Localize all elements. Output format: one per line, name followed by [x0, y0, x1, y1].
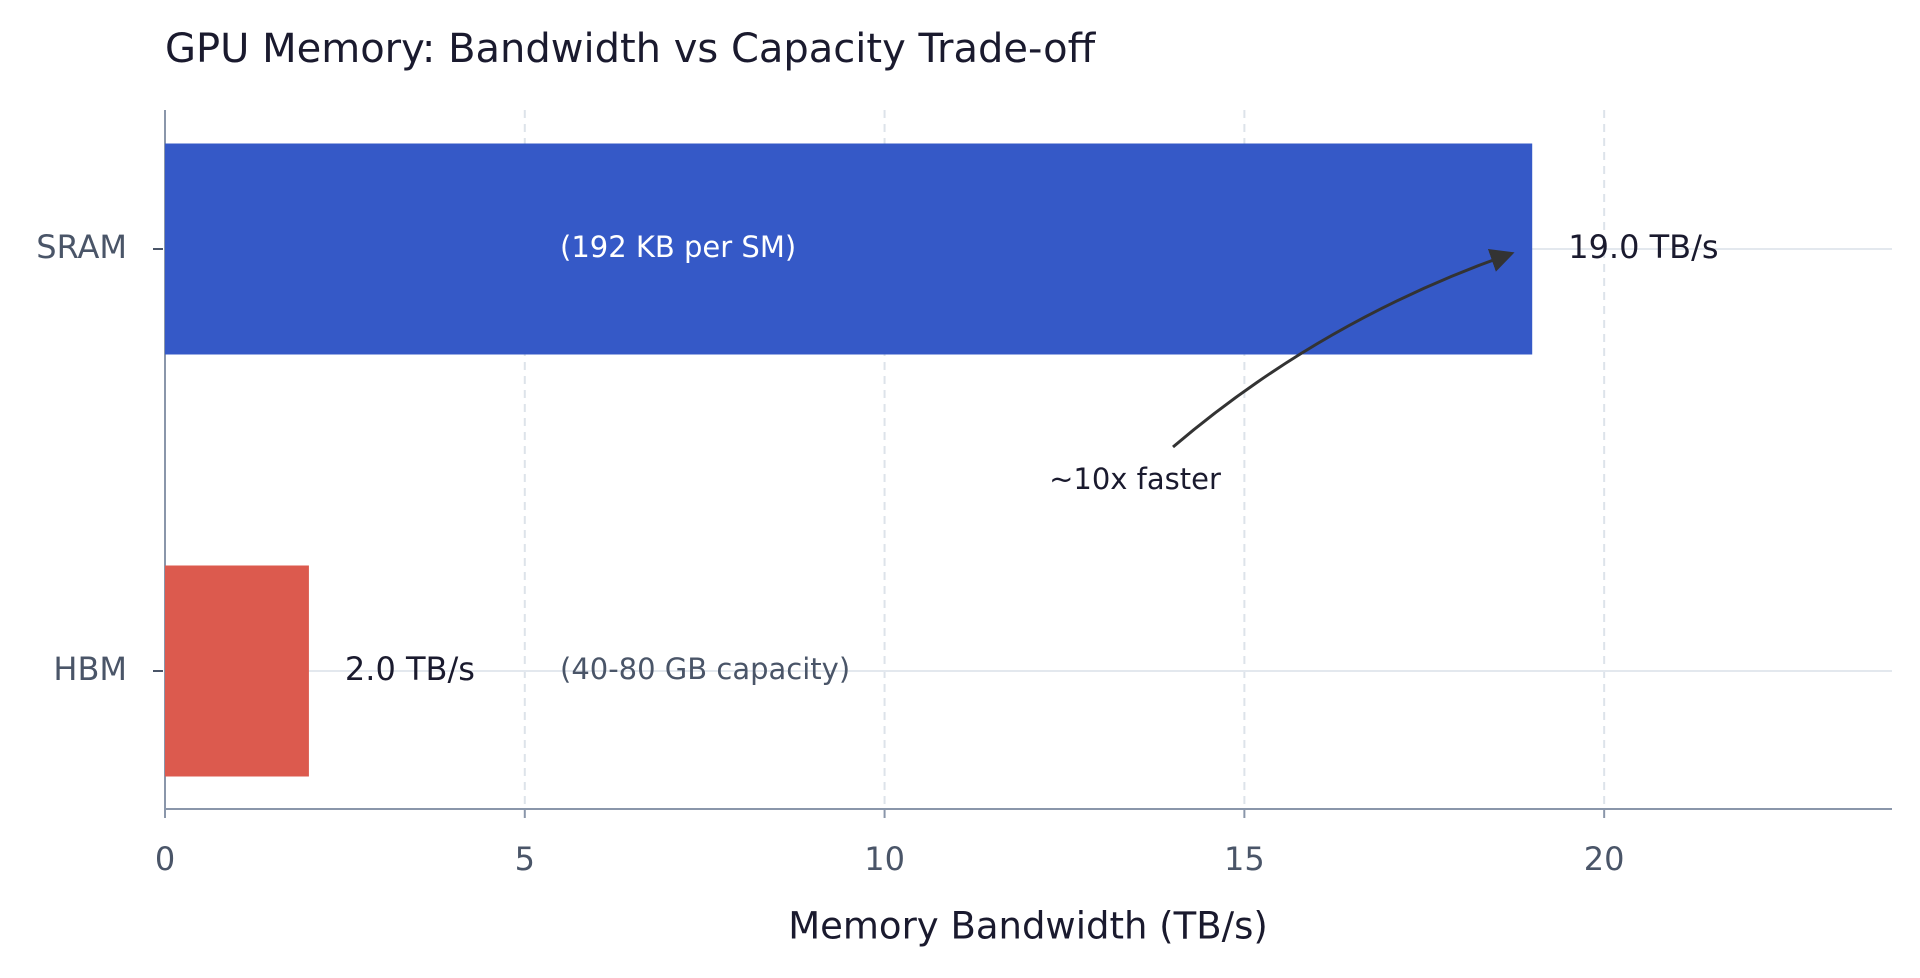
- x-tick-label: 15: [1224, 840, 1265, 878]
- arrow: [1172, 249, 1515, 449]
- annotation: (40-80 GB capacity): [560, 652, 850, 686]
- x-axis-label: Memory Bandwidth (TB/s): [788, 905, 1268, 948]
- x-tick-label: 10: [864, 840, 905, 878]
- annotation: ~10x faster: [1049, 462, 1221, 496]
- x-tick-label: 0: [155, 840, 175, 878]
- annotation: (192 KB per SM): [560, 230, 796, 264]
- y-tick-label: SRAM: [36, 228, 127, 266]
- value-label: 19.0 TB/s: [1568, 228, 1718, 266]
- bar: [165, 143, 1533, 355]
- chart-title: GPU Memory: Bandwidth vs Capacity Trade-…: [165, 26, 1097, 72]
- x-tick-label: 5: [515, 840, 535, 878]
- x-tick-label: 20: [1584, 840, 1625, 878]
- bar: [165, 565, 309, 777]
- value-label: 2.0 TB/s: [345, 650, 475, 688]
- y-tick-label: HBM: [53, 650, 127, 688]
